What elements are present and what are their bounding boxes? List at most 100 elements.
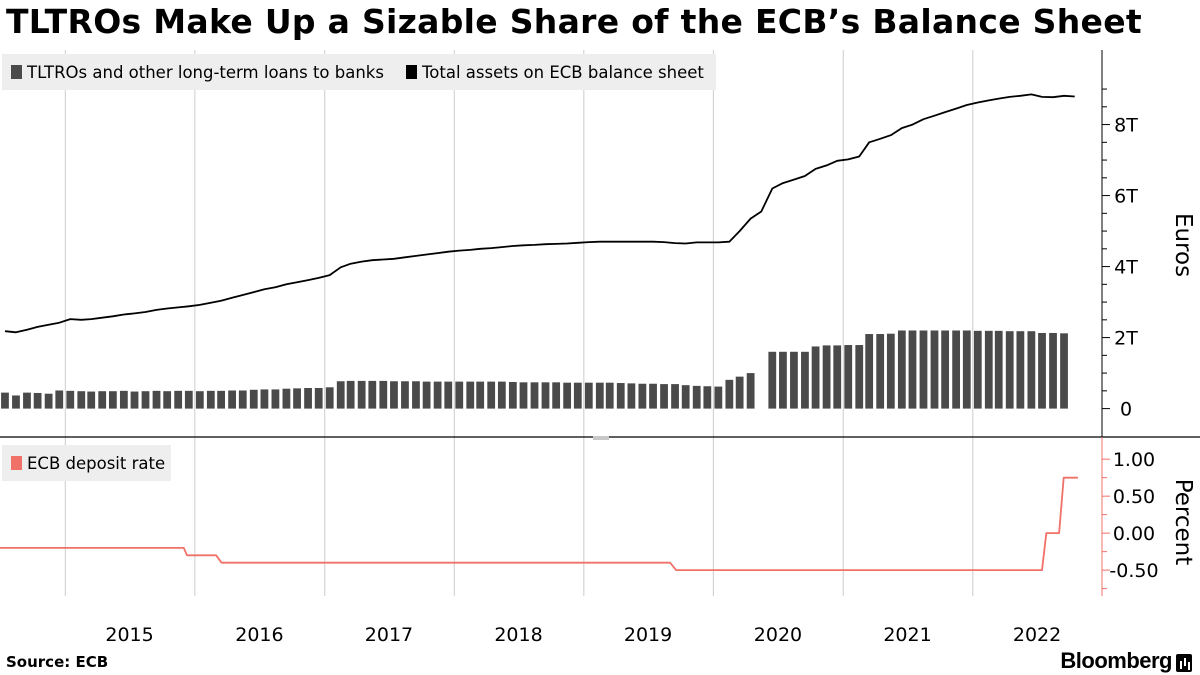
y-tick-label: 4T — [1114, 257, 1138, 279]
tltro-bar — [152, 390, 161, 409]
brand-name: Bloomberg — [1060, 648, 1172, 673]
tltro-bar — [595, 382, 604, 409]
legend-label-rate: ECB deposit rate — [27, 454, 165, 473]
tltro-bar — [768, 351, 777, 409]
tltro-bar — [779, 351, 787, 409]
tltro-bar — [260, 389, 269, 409]
tltro-bar — [616, 383, 625, 409]
tltro-bar — [638, 383, 647, 409]
tltro-bar — [336, 381, 345, 409]
x-tick-label: 2020 — [754, 624, 802, 646]
x-tick-label: 2021 — [883, 624, 931, 646]
tltro-bar — [12, 395, 20, 409]
tltro-bar — [1, 392, 9, 409]
tltro-bar — [55, 390, 64, 409]
tltro-bar — [433, 381, 442, 409]
x-tick-label: 2022 — [1013, 624, 1061, 646]
tltro-bar — [455, 381, 464, 409]
y-tick-label: -0.50 — [1109, 560, 1158, 582]
tltro-bar — [833, 345, 842, 409]
axes: 2015 2016 2017 2018 2019 2020 2021 2022 0 2T 4T 6T 8… — [0, 50, 1200, 646]
tltro-bar — [119, 390, 128, 409]
tltro-bar — [714, 386, 723, 409]
tltro-bar — [552, 382, 561, 409]
tltro-bar — [822, 345, 831, 409]
tltro-bar — [973, 330, 982, 409]
tltro-bar — [77, 391, 86, 409]
total-assets-line — [4, 93, 1075, 334]
y-tick-label: 6T — [1114, 186, 1138, 208]
tltro-bar — [401, 381, 409, 409]
tltro-bar — [811, 346, 820, 409]
tltro-bar — [271, 389, 280, 409]
tltro-bar — [282, 388, 291, 409]
x-tick-label: 2016 — [235, 624, 283, 646]
tltro-bar — [627, 383, 636, 409]
tltro-bar — [444, 381, 453, 409]
legend-label-tltro: TLTROs and other long-term loans to bank… — [26, 63, 384, 82]
tltro-bar — [487, 381, 496, 409]
tltro-bar — [1027, 331, 1036, 409]
tltro-bar — [466, 381, 475, 409]
tltro-bar — [897, 330, 906, 409]
x-tick-label: 2015 — [105, 624, 153, 646]
tltro-bar — [1060, 333, 1068, 409]
tltro-bar — [746, 373, 755, 409]
tltro-bar — [563, 382, 572, 409]
y-tick-label: 1.00 — [1113, 449, 1155, 471]
series-lines — [0, 93, 1078, 571]
legend-swatch-rate — [11, 456, 22, 470]
y-tick-label: 8T — [1114, 115, 1138, 137]
deposit-rate-line — [0, 476, 1078, 571]
y-axis-title: Euros — [1170, 213, 1196, 277]
tltro-bar — [1005, 331, 1014, 409]
brand-logo: Bloomberg — [1060, 648, 1192, 674]
tltro-bar — [390, 381, 398, 409]
tltro-bar — [304, 388, 312, 409]
tltro-bar — [130, 391, 139, 409]
tltro-bar — [681, 385, 690, 409]
tltro-bar — [33, 392, 42, 409]
tltro-bar — [476, 381, 485, 409]
tltro-bar — [660, 384, 668, 409]
tltro-bar — [671, 384, 679, 409]
tltro-bars — [1, 330, 1068, 409]
x-tick-label: 2019 — [624, 624, 672, 646]
tltro-bar — [519, 382, 528, 409]
tltro-bar — [412, 381, 420, 409]
y-tick-label: 2T — [1114, 328, 1138, 350]
tltro-bar — [23, 392, 31, 409]
tltro-bar — [1016, 331, 1025, 409]
tltro-bar — [801, 351, 809, 409]
tltro-bar — [573, 382, 582, 409]
legend-box-bottom — [2, 445, 171, 481]
legends: TLTROs and other long-term loans to bank… — [2, 54, 716, 481]
x-tick-label: 2017 — [365, 624, 413, 646]
tltro-bar — [541, 382, 550, 409]
tltro-bar — [238, 390, 247, 409]
chart-title: TLTROs Make Up a Sizable Share of the EC… — [6, 2, 1142, 41]
tltro-bar — [497, 381, 506, 409]
x-tick-label: 2018 — [494, 624, 542, 646]
tltro-bar — [66, 390, 75, 409]
tltro-bar — [692, 385, 701, 409]
tltro-bar — [325, 387, 334, 409]
tltro-bar — [368, 380, 377, 409]
tltro-bar — [725, 379, 734, 409]
tltro-bar — [530, 382, 539, 409]
tltro-bar — [184, 390, 193, 409]
tltro-bar — [735, 376, 744, 409]
tltro-bar — [984, 330, 993, 409]
tltro-bar — [703, 386, 712, 409]
tltro-bar — [1038, 332, 1046, 409]
tltro-bar — [108, 391, 117, 409]
tltro-bar — [1049, 332, 1057, 409]
tltro-bar — [163, 391, 172, 409]
tltro-bar — [876, 334, 885, 409]
tltro-bar — [293, 388, 301, 409]
tltro-bar — [357, 380, 366, 409]
tltro-bar — [217, 390, 225, 409]
tltro-bar — [844, 345, 853, 409]
tltro-bar — [930, 330, 939, 409]
